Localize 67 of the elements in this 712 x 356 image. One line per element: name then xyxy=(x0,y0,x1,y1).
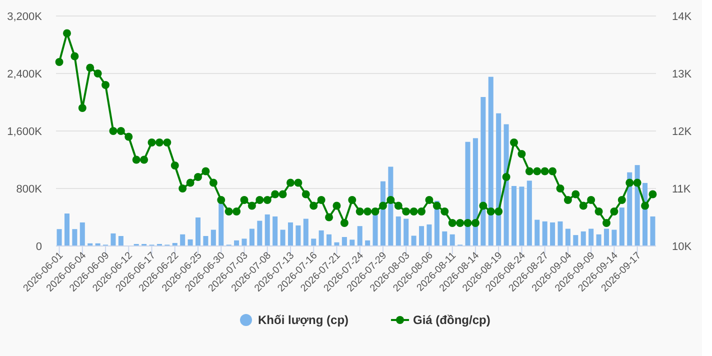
bar xyxy=(288,222,293,246)
bar xyxy=(550,222,556,246)
bar xyxy=(180,234,186,246)
bar xyxy=(210,230,216,246)
bar xyxy=(272,216,278,246)
bar xyxy=(64,214,70,246)
bar xyxy=(419,226,424,246)
bar xyxy=(526,180,532,246)
bar xyxy=(511,186,516,246)
bar xyxy=(496,113,502,246)
y-tick-label: 2,400K xyxy=(7,68,43,80)
y2-tick-label: 13K xyxy=(672,68,692,80)
bar xyxy=(588,228,594,246)
y2-tick-label: 10K xyxy=(672,241,692,253)
bar xyxy=(257,220,262,246)
bar xyxy=(404,218,409,246)
bar xyxy=(573,235,578,246)
bar xyxy=(411,236,416,246)
y2-tick-label: 11K xyxy=(672,184,692,196)
bar xyxy=(396,216,401,246)
bar xyxy=(110,233,116,246)
bar xyxy=(203,236,208,246)
bar xyxy=(612,230,617,246)
bar xyxy=(318,230,324,246)
bar xyxy=(242,238,247,246)
bar xyxy=(426,224,432,246)
bar xyxy=(264,214,270,246)
bar xyxy=(565,228,570,246)
bar xyxy=(442,231,448,246)
bar xyxy=(326,234,332,246)
bar xyxy=(534,220,540,246)
bar xyxy=(596,234,602,246)
y2-tick-label: 14K xyxy=(672,11,692,23)
bar xyxy=(80,222,85,246)
bar xyxy=(450,234,455,246)
bar xyxy=(342,237,347,246)
bar xyxy=(480,97,486,246)
bar xyxy=(619,208,624,246)
bar xyxy=(118,236,124,246)
bar xyxy=(350,240,355,246)
legend-label: Khối lượng (cp) xyxy=(258,313,349,327)
bar xyxy=(280,230,286,246)
y-tick-label: 800K xyxy=(16,184,43,196)
legend-label: Giá (đồng/cp) xyxy=(413,313,490,327)
bar xyxy=(388,166,394,246)
bar xyxy=(488,76,494,246)
bar xyxy=(472,138,478,246)
bar xyxy=(542,221,548,246)
y2-tick-label: 12K xyxy=(672,126,692,138)
bar xyxy=(72,229,78,246)
bar xyxy=(311,238,316,246)
bar xyxy=(465,142,470,246)
bar xyxy=(303,218,308,246)
bar xyxy=(604,228,609,246)
bar xyxy=(188,239,193,246)
bar xyxy=(519,186,524,246)
bar xyxy=(650,216,656,246)
bar xyxy=(249,228,254,246)
bar xyxy=(56,229,62,246)
bar xyxy=(296,225,301,246)
y-tick-label: 0 xyxy=(36,241,42,253)
bar xyxy=(196,217,201,246)
bar xyxy=(357,226,362,246)
y-tick-label: 3,200K xyxy=(7,11,43,23)
bar xyxy=(558,221,563,246)
bar xyxy=(580,231,586,246)
y-tick-label: 1,600K xyxy=(7,126,43,138)
